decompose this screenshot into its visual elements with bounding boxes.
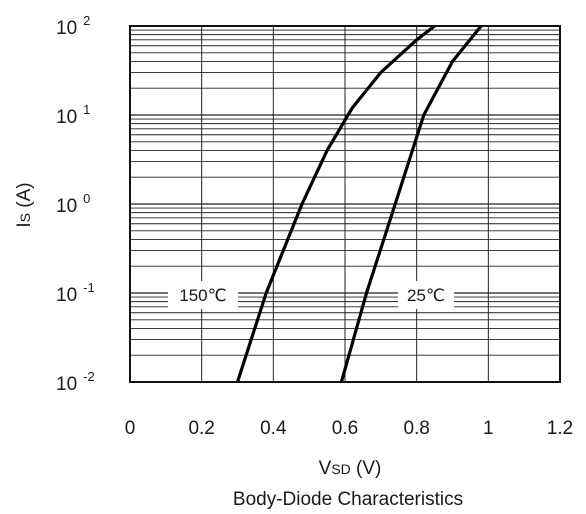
x-tick-label: 0.2	[188, 418, 214, 439]
series-label-bg	[398, 281, 454, 309]
y-tick-label: 10 -2	[56, 369, 95, 395]
x-tick-label: 0.4	[260, 418, 287, 439]
plot-frame	[129, 25, 561, 383]
x-tick-label: 0	[125, 418, 136, 439]
x-tick-label: 0.8	[403, 418, 429, 439]
x-tick-label: 1.2	[547, 418, 573, 439]
y-tick-label: 10 0	[56, 191, 90, 217]
x-tick-label: 1	[483, 418, 494, 439]
x-axis-label: VSD (V)	[319, 458, 382, 479]
series-line-25c	[339, 24, 483, 383]
y-tick-label: 10 1	[56, 102, 90, 128]
x-tick-labels: 0 0.2 0.4 0.6 0.8 1 1.2	[125, 418, 574, 439]
y-tick-label: 10 2	[56, 13, 90, 39]
grid-lines	[130, 26, 560, 383]
series-labels: 150℃ 25℃	[168, 281, 454, 309]
chart-caption: Body-Diode Characteristics	[233, 489, 463, 510]
x-tick-label: 0.6	[332, 418, 358, 439]
data-curves	[235, 24, 483, 383]
series-label-bg	[168, 281, 238, 309]
y-tick-label: 10 -1	[56, 280, 95, 306]
series-label-150c: 150℃	[179, 286, 226, 305]
series-line-150c	[235, 24, 436, 383]
y-axis-label: IS (A)	[14, 182, 35, 227]
series-label-25c: 25℃	[407, 286, 445, 305]
